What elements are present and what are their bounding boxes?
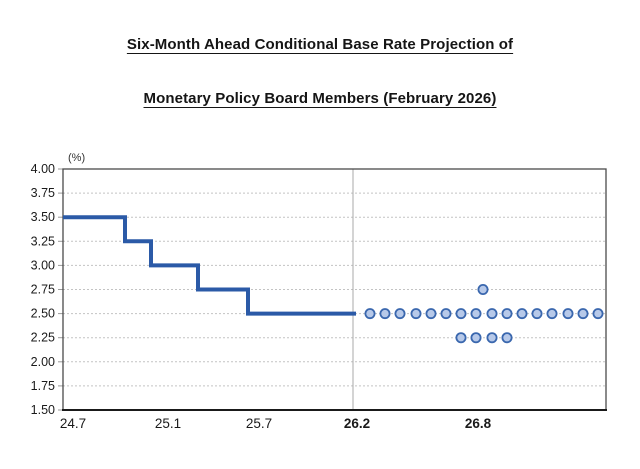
projection-dot	[477, 283, 489, 295]
projection-dot	[546, 308, 558, 320]
projection-dot	[562, 308, 574, 320]
y-tick-label: 2.25	[31, 331, 55, 345]
x-tick-label: 25.1	[155, 416, 181, 431]
projection-dot	[410, 308, 422, 320]
y-tick-label: 1.75	[31, 379, 55, 393]
x-tick-label: 24.7	[60, 416, 86, 431]
projection-dot	[486, 332, 498, 344]
projection-dot	[470, 332, 482, 344]
projection-dot	[531, 308, 543, 320]
projection-dot	[364, 308, 376, 320]
base-rate-step-line	[63, 215, 356, 316]
projection-dot	[592, 308, 604, 320]
y-tick-label: 2.50	[31, 307, 55, 321]
x-tick-label: 25.7	[246, 416, 272, 431]
projection-dot	[455, 308, 467, 320]
y-tick-label: 3.50	[31, 210, 55, 224]
y-tick-label: 4.00	[31, 162, 55, 176]
y-tick-label: 2.75	[31, 283, 55, 297]
chart-title-line-2: Monetary Policy Board Members (February …	[143, 90, 497, 107]
projection-dot	[379, 308, 391, 320]
percent-unit-label: (%)	[68, 152, 85, 164]
projection-dot	[455, 332, 467, 344]
y-tick-label: 1.50	[31, 403, 55, 417]
projection-dot	[425, 308, 437, 320]
projection-dot	[440, 308, 452, 320]
y-tick-label: 3.00	[31, 258, 55, 272]
projection-dot	[501, 308, 513, 320]
y-tick-label: 3.25	[31, 234, 55, 248]
projection-dot	[470, 308, 482, 320]
x-tick-label: 26.2	[344, 416, 370, 431]
chart-area: 4.00 3.75 3.50 3.25 3.00 2.75 2.50 2.25 2.00 1.75…	[0, 140, 640, 460]
projection-dot	[501, 332, 513, 344]
rate-projection-chart: 4.00 3.75 3.50 3.25 3.00 2.75 2.50 2.25 2.00 1.75…	[31, 152, 607, 431]
chart-title-line-1: Six-Month Ahead Conditional Base Rate Pr…	[126, 36, 514, 53]
y-tick-label: 3.75	[31, 186, 55, 200]
x-tick-label: 26.8	[465, 416, 492, 431]
projection-dot	[486, 308, 498, 320]
projection-dot	[516, 308, 528, 320]
y-tick-label: 2.00	[31, 355, 55, 369]
projection-dot	[577, 308, 589, 320]
projection-dot	[394, 308, 406, 320]
